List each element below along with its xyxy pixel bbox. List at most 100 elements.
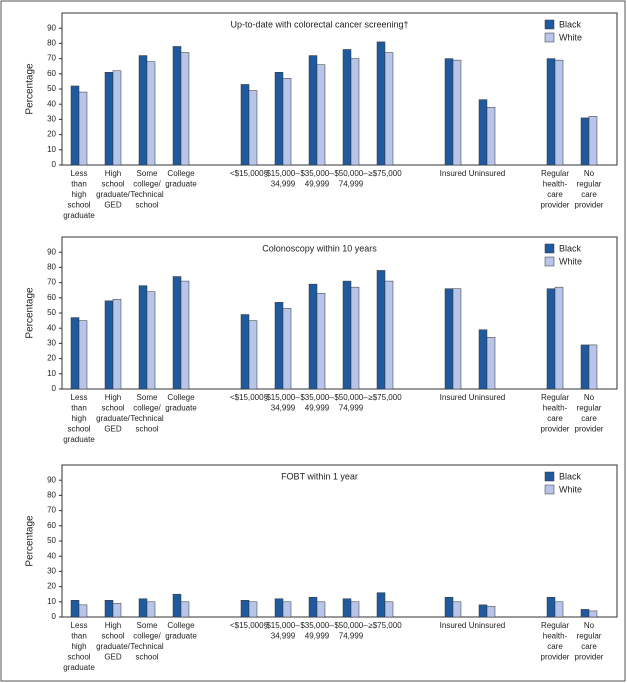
legend-label: White	[559, 484, 582, 494]
bar	[478, 99, 488, 166]
x-tick-label: <$15,000§	[230, 393, 268, 402]
bar	[342, 598, 352, 618]
bar	[376, 270, 386, 390]
legend-swatch	[544, 243, 555, 254]
y-tick-label: 20	[47, 130, 56, 139]
y-tick-label: 10	[47, 369, 56, 378]
x-tick-label: ≥$75,000	[368, 393, 402, 402]
legend-swatch	[544, 19, 555, 30]
bar	[282, 601, 292, 618]
bar	[350, 601, 360, 618]
y-tick-label: 60	[47, 69, 56, 78]
legend-swatch	[544, 484, 555, 495]
legend-label: White	[559, 256, 582, 266]
x-tick-label: High school graduate/GED	[96, 393, 131, 434]
y-tick-label: 0	[52, 384, 57, 393]
bar	[70, 317, 80, 390]
bar	[104, 72, 114, 166]
x-tick-label: College graduate	[165, 393, 197, 413]
y-tick-label: 30	[47, 567, 56, 576]
bar	[274, 598, 284, 618]
bar	[452, 601, 462, 618]
x-tick-label: $50,000– 74,999	[334, 169, 368, 189]
bar	[376, 41, 386, 166]
bar	[580, 344, 590, 390]
bar	[588, 344, 598, 390]
y-tick-label: 40	[47, 99, 56, 108]
bar	[282, 78, 292, 166]
bar	[486, 606, 496, 618]
legend-label: Black	[559, 243, 582, 253]
y-tick-label: 60	[47, 521, 56, 530]
bar	[486, 106, 496, 166]
legend-label: White	[559, 32, 582, 42]
y-tick-label: 70	[47, 506, 56, 515]
bar	[342, 280, 352, 390]
y-tick-label: 60	[47, 293, 56, 302]
legend-label: Black	[559, 471, 582, 481]
bar	[248, 90, 258, 166]
y-tick-label: 80	[47, 491, 56, 500]
bar	[112, 603, 122, 618]
y-tick-label: 10	[47, 597, 56, 606]
legend-label: Black	[559, 19, 582, 29]
bar	[546, 288, 556, 390]
y-tick-label: 90	[47, 475, 56, 484]
x-tick-label: Less than high school graduate	[63, 621, 95, 672]
y-tick-label: 50	[47, 308, 56, 317]
bar	[282, 308, 292, 390]
bar	[172, 276, 182, 390]
y-tick-label: 80	[47, 39, 56, 48]
bar	[180, 601, 190, 618]
bar	[546, 58, 556, 166]
x-tick-label: Insured	[440, 169, 467, 178]
y-tick-label: 30	[47, 339, 56, 348]
x-tick-label: <$15,000§	[230, 169, 268, 178]
bar	[240, 84, 250, 166]
plot-frame	[61, 464, 618, 618]
bar	[384, 52, 394, 166]
bar	[350, 286, 360, 390]
panel-title: Up-to-date with colorectal cancer screen…	[230, 19, 408, 29]
bar	[138, 285, 148, 390]
x-tick-label: Uninsured	[469, 169, 505, 178]
bar	[316, 64, 326, 166]
bar	[384, 280, 394, 390]
bar	[376, 592, 386, 618]
x-tick-label: Some college/Technical school	[130, 621, 164, 662]
y-tick-label: 70	[47, 278, 56, 287]
bar	[146, 291, 156, 390]
bar	[104, 300, 114, 390]
bar	[172, 593, 182, 618]
x-tick-label: College graduate	[165, 621, 197, 641]
bar	[554, 601, 564, 618]
bar	[444, 596, 454, 618]
x-tick-label: $35,000– 49,999	[300, 393, 334, 413]
y-tick-label: 20	[47, 582, 56, 591]
bar	[138, 598, 148, 618]
x-tick-label: College graduate	[165, 169, 197, 189]
y-axis-label: Percentage	[25, 63, 36, 115]
x-tick-label: $15,000– 34,999	[266, 393, 300, 413]
bar	[112, 70, 122, 166]
x-tick-label: $35,000– 49,999	[300, 621, 334, 641]
y-tick-label: 70	[47, 54, 56, 63]
x-tick-label: Regular health-care provider	[541, 621, 570, 662]
x-tick-label: <$15,000§	[230, 621, 268, 630]
legend-swatch	[544, 32, 555, 43]
bar	[248, 320, 258, 390]
bar	[248, 601, 258, 618]
bar	[588, 116, 598, 166]
x-tick-label: No regular care provider	[575, 169, 604, 210]
bar	[78, 604, 88, 618]
x-tick-label: $35,000– 49,999	[300, 169, 334, 189]
y-tick-label: 80	[47, 263, 56, 272]
x-tick-label: ≥$75,000	[368, 621, 402, 630]
x-tick-label: No regular care provider	[575, 393, 604, 434]
y-tick-label: 50	[47, 84, 56, 93]
bar	[180, 52, 190, 166]
y-tick-label: 0	[52, 160, 57, 169]
bar	[452, 288, 462, 390]
x-tick-label: Some college/Technical school	[130, 169, 164, 210]
